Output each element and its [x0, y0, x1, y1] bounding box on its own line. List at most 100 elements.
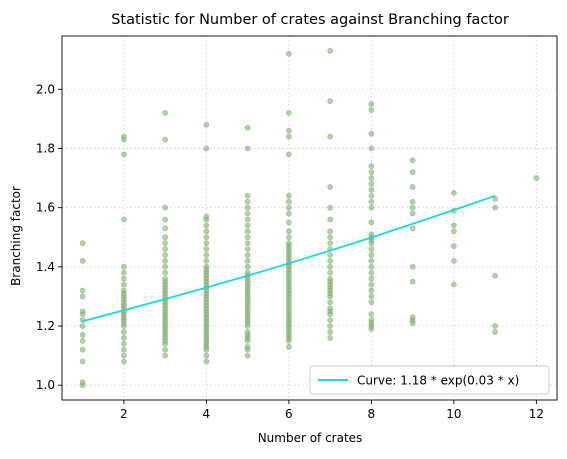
- data-point: [450, 258, 457, 264]
- data-point: [409, 263, 416, 270]
- data-point: [244, 216, 251, 223]
- data-point: [203, 240, 210, 247]
- y-axis-label: Branching factor: [9, 186, 23, 286]
- x-tick-label: 10: [446, 407, 461, 421]
- data-point: [120, 346, 127, 353]
- data-point: [327, 240, 334, 247]
- data-point: [203, 222, 210, 229]
- data-point: [285, 234, 292, 241]
- data-point: [368, 181, 375, 187]
- x-tick-label: 2: [120, 407, 128, 421]
- data-point: [368, 281, 375, 288]
- data-point: [162, 252, 169, 258]
- data-point: [327, 98, 334, 105]
- data-point: [79, 258, 86, 264]
- data-point: [120, 358, 127, 365]
- data-point: [327, 47, 334, 54]
- data-point: [244, 210, 251, 217]
- data-point: [492, 204, 499, 211]
- data-point: [162, 246, 169, 252]
- data-point: [79, 331, 86, 338]
- data-point: [450, 281, 457, 288]
- data-point: [203, 121, 210, 128]
- data-point: [327, 329, 334, 335]
- data-point: [327, 184, 334, 190]
- data-point: [327, 234, 334, 241]
- data-point: [244, 124, 251, 131]
- data-point: [368, 130, 375, 137]
- y-tick-label: 1.6: [36, 201, 55, 215]
- data-point: [409, 198, 416, 205]
- data-point: [244, 234, 251, 241]
- data-point: [203, 352, 210, 359]
- data-point: [368, 219, 375, 226]
- data-point: [162, 352, 169, 359]
- data-point: [162, 110, 169, 116]
- data-point: [120, 334, 127, 341]
- data-point: [368, 299, 375, 306]
- data-point: [409, 278, 416, 285]
- data-point: [203, 263, 210, 270]
- data-point: [244, 258, 251, 264]
- scatter-points: [79, 47, 540, 389]
- data-point: [79, 337, 86, 344]
- data-point: [162, 263, 169, 270]
- data-point: [79, 240, 86, 247]
- data-point: [79, 358, 86, 365]
- legend-label: Curve: 1.18 * exp(0.03 * x): [357, 374, 519, 388]
- data-point: [244, 246, 251, 252]
- data-point: [327, 228, 334, 235]
- data-point: [79, 308, 86, 315]
- data-point: [244, 228, 251, 235]
- data-point: [285, 240, 292, 247]
- data-point: [327, 204, 334, 211]
- x-axis-ticks: 2 4 6 8 10 12: [120, 400, 544, 421]
- y-tick-label: 1.0: [36, 378, 55, 392]
- data-point: [285, 343, 292, 350]
- data-point: [79, 346, 86, 353]
- data-point: [368, 169, 375, 176]
- data-point: [203, 228, 210, 235]
- data-point: [409, 210, 416, 217]
- data-point: [162, 258, 169, 264]
- data-point: [450, 228, 457, 235]
- legend: Curve: 1.18 * exp(0.03 * x): [309, 365, 550, 395]
- data-point: [409, 204, 416, 211]
- data-point: [533, 175, 540, 181]
- data-point: [368, 198, 375, 205]
- data-point: [368, 263, 375, 270]
- data-point: [285, 219, 292, 226]
- data-point: [450, 189, 457, 196]
- data-point: [368, 293, 375, 300]
- data-point: [120, 340, 127, 347]
- data-point: [285, 192, 292, 199]
- data-point: [79, 293, 86, 300]
- data-point: [79, 323, 86, 329]
- data-point: [327, 299, 334, 306]
- data-point: [79, 287, 86, 294]
- data-point: [368, 163, 375, 170]
- legend-box: [309, 365, 550, 395]
- data-point: [203, 252, 210, 258]
- data-point: [285, 127, 292, 134]
- fit-curve: [82, 194, 496, 323]
- data-point: [409, 225, 416, 232]
- data-point: [120, 275, 127, 282]
- data-point: [244, 198, 251, 205]
- data-point: [285, 198, 292, 205]
- data-point: [368, 246, 375, 252]
- x-axis-label: Number of crates: [258, 431, 363, 445]
- data-point: [203, 145, 210, 152]
- data-point: [409, 169, 416, 176]
- data-point: [244, 352, 251, 359]
- data-point: [162, 204, 169, 211]
- data-point: [244, 263, 251, 270]
- data-point: [162, 240, 169, 247]
- data-point: [368, 186, 375, 193]
- data-point: [162, 346, 169, 353]
- data-point: [244, 252, 251, 258]
- data-point: [162, 269, 169, 276]
- data-point: [368, 317, 375, 323]
